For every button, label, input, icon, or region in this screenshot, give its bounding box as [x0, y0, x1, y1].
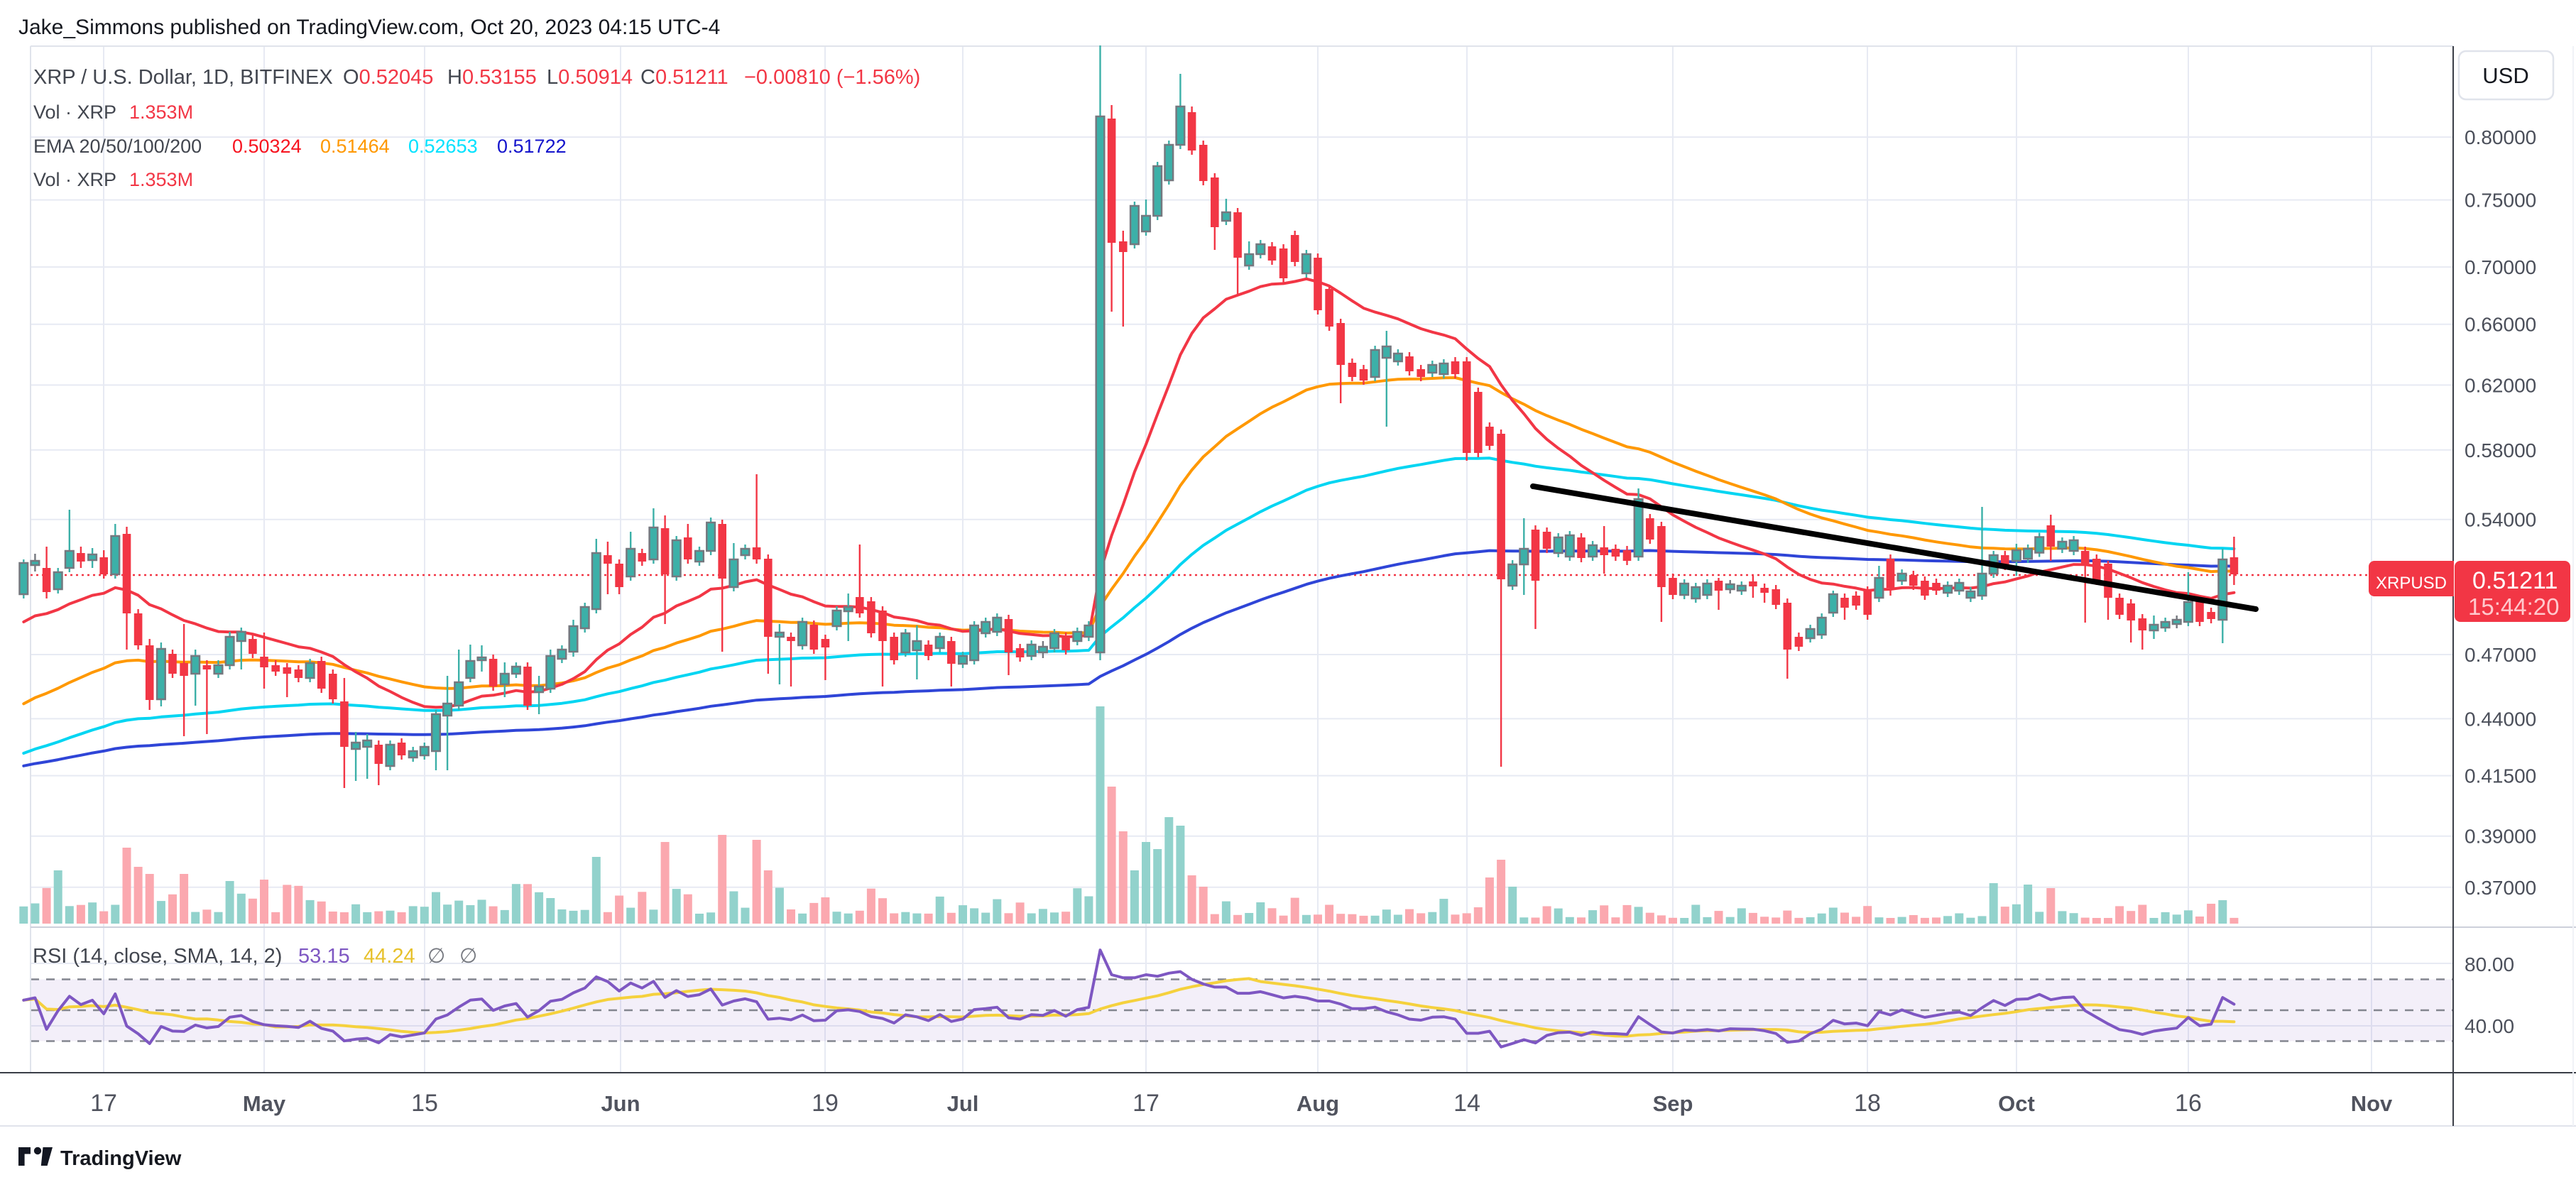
svg-text:40.00: 40.00	[2465, 1015, 2514, 1037]
svg-text:0.75000: 0.75000	[2465, 190, 2536, 212]
svg-text:Jun: Jun	[601, 1091, 640, 1116]
svg-text:80.00: 80.00	[2465, 953, 2514, 975]
svg-text:14: 14	[1453, 1090, 1480, 1117]
svg-text:0.54000: 0.54000	[2465, 509, 2536, 531]
svg-text:17: 17	[1133, 1090, 1159, 1117]
svg-text:0.66000: 0.66000	[2465, 314, 2536, 336]
svg-text:0.39000: 0.39000	[2465, 826, 2536, 848]
svg-text:Aug: Aug	[1297, 1091, 1339, 1116]
svg-text:19: 19	[812, 1090, 839, 1117]
svg-text:15: 15	[411, 1090, 438, 1117]
svg-text:0.51211: 0.51211	[2472, 567, 2558, 594]
svg-text:TradingView: TradingView	[60, 1147, 182, 1170]
svg-text:0.62000: 0.62000	[2465, 374, 2536, 396]
svg-text:0.41500: 0.41500	[2465, 765, 2536, 787]
svg-text:16: 16	[2175, 1090, 2202, 1117]
svg-text:0.44000: 0.44000	[2465, 708, 2536, 730]
svg-text:USD: USD	[2482, 63, 2528, 88]
svg-text:0.47000: 0.47000	[2465, 644, 2536, 666]
svg-text:May: May	[243, 1091, 286, 1116]
svg-text:Nov: Nov	[2351, 1091, 2393, 1116]
svg-text:0.70000: 0.70000	[2465, 256, 2536, 278]
svg-text:Oct: Oct	[1998, 1091, 2035, 1116]
svg-text:15:44:20: 15:44:20	[2468, 594, 2559, 620]
svg-text:Sep: Sep	[1653, 1091, 1693, 1116]
svg-text:0.80000: 0.80000	[2465, 126, 2536, 148]
svg-text:XRPUSD: XRPUSD	[2376, 574, 2447, 593]
svg-text:RSI (14, close, SMA, 14, 2)53.: RSI (14, close, SMA, 14, 2) 53.15 44.24 ∅ ∅	[33, 945, 477, 968]
svg-text:0.58000: 0.58000	[2465, 439, 2536, 461]
svg-text:XRP / U.S. Dollar, 1D, BITFINE: XRP / U.S. Dollar, 1D, BITFINEX O0.52045 H…	[33, 66, 920, 89]
svg-text:Jake_Simmons published on Trad: Jake_Simmons published on TradingView.co…	[18, 16, 720, 39]
svg-text:18: 18	[1854, 1090, 1881, 1117]
svg-text:Jul: Jul	[947, 1091, 979, 1116]
svg-text:0.37000: 0.37000	[2465, 877, 2536, 899]
svg-text:17: 17	[90, 1090, 117, 1117]
